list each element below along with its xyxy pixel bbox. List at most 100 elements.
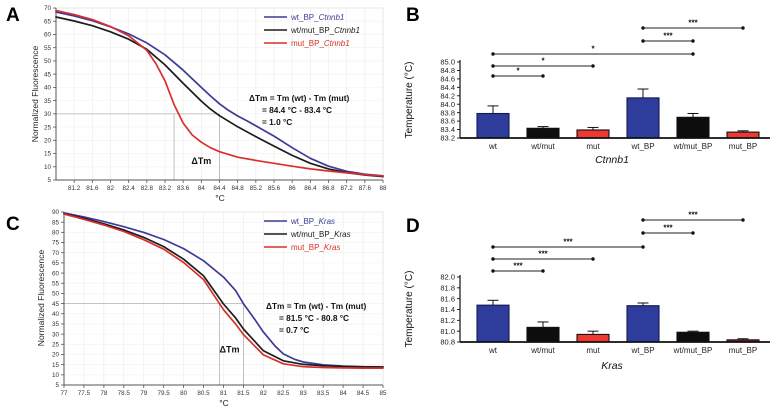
y-tick-label: 81.8 (440, 283, 455, 292)
bar-chart-ctnnb1: 83.283.483.683.884.084.284.484.684.885.0… (404, 19, 770, 166)
significance-label: *** (563, 238, 573, 247)
x-tick-label: 86 (289, 185, 297, 192)
x-tick-label: 86.8 (322, 185, 335, 192)
y-tick-label: 20 (44, 138, 52, 145)
x-tick-label: 77 (60, 390, 68, 397)
x-tick-label: 88 (379, 185, 387, 192)
bar-wt/mut (526, 127, 560, 139)
y-tick-label: 81.6 (440, 294, 455, 303)
bracket-endpoint (641, 39, 645, 43)
panel-a: A ΔTm 81.2 81.6 82 82.4 82.8 83.2 83.6 84 84.4 84.… (0, 0, 390, 205)
bar-wt (476, 112, 510, 139)
x-tick-label: 82 (260, 390, 268, 397)
category-label-wt/mut_BP: wt/mut_BP (673, 346, 713, 355)
x-tick-label: 84.8 (232, 185, 245, 192)
category-label-wt/mut: wt/mut (530, 346, 555, 355)
series-mut_BP_Kras (63, 213, 384, 369)
y-tick-label: 75 (52, 240, 60, 247)
x-tick-label: 82 (107, 185, 115, 192)
category-label-wt: wt (488, 142, 498, 151)
gene-label: Ctnnb1 (595, 154, 629, 166)
panel-b: B 83.2 83.4 83.6 83.8 84.0 84.2 84.4 84.6 84.8 85… (390, 0, 779, 205)
significance-label: *** (513, 262, 523, 271)
bracket-endpoint (541, 269, 545, 273)
y-tick-label: 35 (44, 98, 52, 105)
y-tick-label: 90 (52, 209, 60, 216)
bracket-endpoint (491, 64, 495, 68)
significance-label: *** (663, 32, 673, 41)
category-label-wt: wt (488, 346, 498, 355)
bracket-endpoint (591, 64, 595, 68)
y-tick-label: 40 (44, 85, 52, 92)
x-tick-label: 79 (140, 390, 148, 397)
y-tick-label: 65 (44, 18, 52, 25)
category-label-wt/mut: wt/mut (530, 142, 555, 151)
tm-annotation-line: = 0.7 °C (279, 325, 309, 335)
tm-annotation-line: ΔTm = Tm (wt) - Tm (mut) (249, 93, 349, 103)
y-tick-label: 70 (44, 5, 52, 12)
bracket-endpoint (741, 218, 745, 222)
x-tick-label: 81.5 (237, 390, 250, 397)
y-tick-label: 30 (52, 331, 60, 338)
category-label-mut: mut (586, 142, 600, 151)
y-tick-label: 20 (52, 352, 60, 359)
x-tick-label: 84.4 (213, 185, 226, 192)
y-tick-label: 80 (52, 230, 60, 237)
x-tick-label: 85.2 (250, 185, 263, 192)
series-wt/mut_BP_Kras (63, 212, 384, 368)
series-mut_BP_Ctnnb1 (55, 9, 384, 177)
y-tick-label: 65 (52, 260, 60, 267)
y-tick-label: 55 (44, 45, 52, 52)
x-tick-label: 87.2 (341, 185, 354, 192)
y-tick-label: 84.6 (440, 74, 455, 83)
delta-tm-label: ΔTm (219, 344, 239, 354)
y-tick-label: 81.4 (440, 305, 455, 314)
bracket-endpoint (641, 231, 645, 235)
significance-label: *** (663, 224, 673, 233)
panel-d: D 80.8 81.0 81.2 81.4 81.6 81.8 82.0 wt wt/mut mu… (390, 205, 779, 411)
bracket-endpoint (491, 245, 495, 249)
y-tick-label: 84.8 (440, 66, 455, 75)
gene-label: Kras (601, 360, 623, 372)
bracket-endpoint (491, 257, 495, 261)
y-tick-label: 84.2 (440, 91, 455, 100)
y-tick-label: 81.2 (440, 316, 455, 325)
x-axis-title: °C (219, 398, 229, 408)
x-tick-label: 83.6 (177, 185, 190, 192)
x-tick-label: 81.2 (68, 185, 81, 192)
bracket-endpoint (541, 74, 545, 78)
x-tick-label: 84 (340, 390, 348, 397)
series-wt_BP_Kras (63, 212, 384, 368)
legend-label: mut_BP_Kras (291, 243, 340, 252)
bracket-endpoint (591, 257, 595, 261)
bar-mut (576, 333, 610, 343)
y-tick-label: 50 (44, 58, 52, 65)
y-tick-label: 84.4 (440, 83, 455, 92)
x-tick-label: 83 (300, 390, 308, 397)
panel-label-b: B (406, 5, 420, 26)
y-tick-label: 83.4 (440, 125, 455, 134)
x-tick-label: 83.5 (317, 390, 330, 397)
delta-tm-label: ΔTm (191, 156, 211, 166)
y-tick-label: 85 (52, 219, 60, 226)
category-label-wt/mut_BP: wt/mut_BP (673, 142, 713, 151)
bar-wt/mut (526, 326, 560, 343)
x-tick-label: 81.6 (86, 185, 99, 192)
y-tick-label: 30 (44, 111, 52, 118)
category-label-wt_BP: wt_BP (630, 142, 654, 151)
category-label-mut_BP: mut_BP (729, 142, 757, 151)
x-tick-label: 85.6 (268, 185, 281, 192)
x-tick-label: 82.4 (123, 185, 136, 192)
legend-label: wt_BP_Ctnnb1 (290, 13, 344, 22)
y-tick-label: 10 (44, 164, 52, 171)
bar-wt/mut_BP (676, 116, 710, 139)
x-axis-title: °C (215, 193, 225, 203)
y-tick-label: 15 (44, 151, 52, 158)
bracket-endpoint (741, 26, 745, 30)
bracket-endpoint (691, 231, 695, 235)
bracket-endpoint (641, 218, 645, 222)
bar-wt_BP (626, 305, 660, 343)
y-tick-label: 55 (52, 280, 60, 287)
y-tick-label: 83.8 (440, 108, 455, 117)
bracket-endpoint (641, 26, 645, 30)
